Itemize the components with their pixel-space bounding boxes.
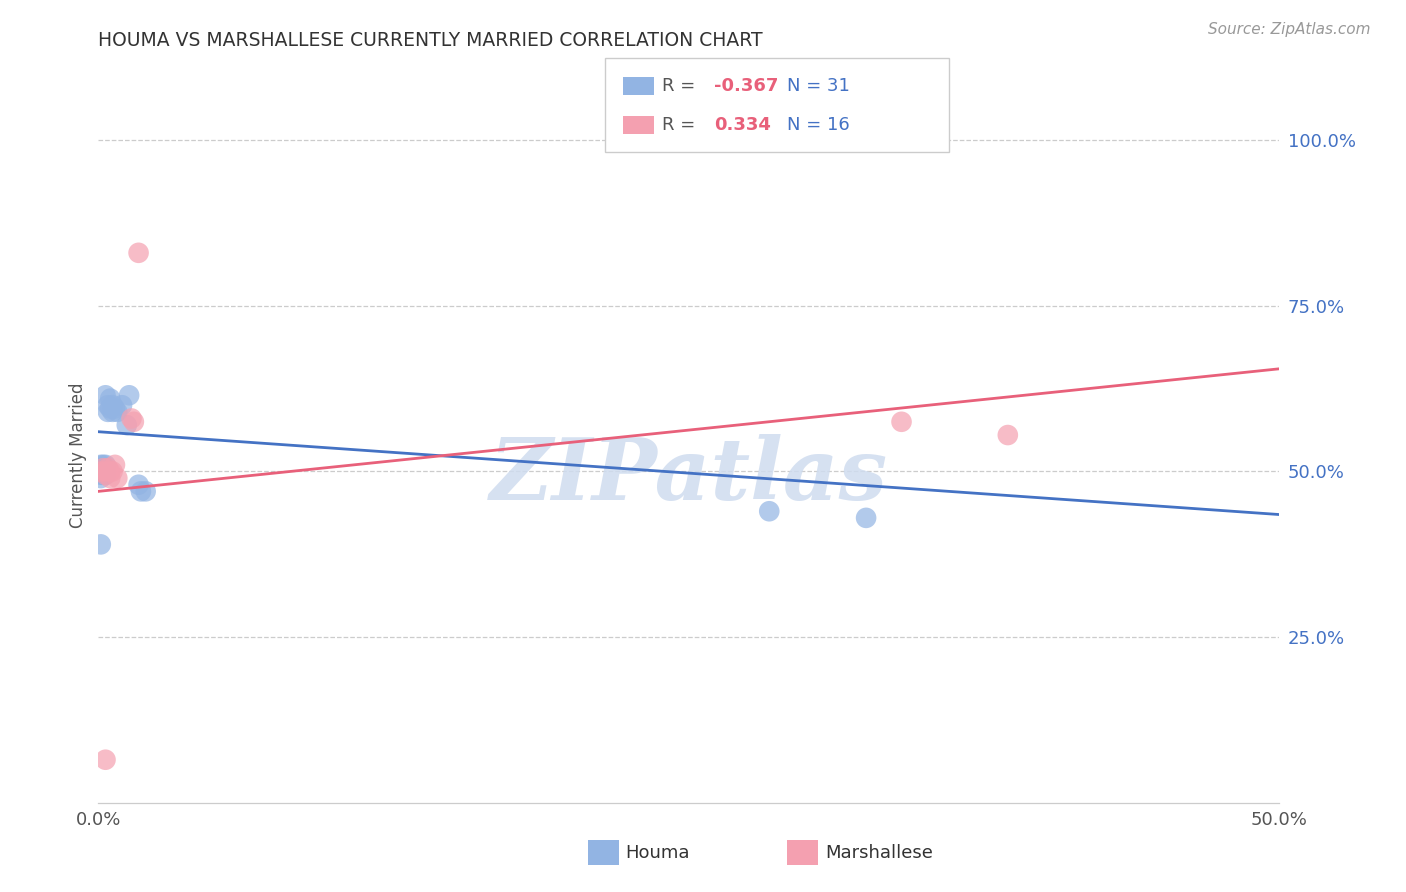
Text: R =: R = <box>662 116 707 134</box>
Point <box>91 461 114 475</box>
Text: Houma: Houma <box>626 844 690 862</box>
Point <box>90 461 112 475</box>
Point <box>128 477 150 491</box>
Point <box>94 467 117 482</box>
Point <box>104 458 127 472</box>
Point <box>890 415 912 429</box>
Point <box>90 467 112 482</box>
Point <box>121 411 143 425</box>
Point <box>91 465 114 479</box>
Point <box>94 388 117 402</box>
Point <box>94 465 117 479</box>
Text: ZIPatlas: ZIPatlas <box>489 434 889 517</box>
Point <box>90 537 112 551</box>
Point <box>105 471 128 485</box>
Point <box>997 428 1019 442</box>
Point <box>98 465 121 479</box>
Point <box>758 504 780 518</box>
Point <box>101 405 124 419</box>
Point <box>90 465 112 479</box>
Text: N = 16: N = 16 <box>787 116 851 134</box>
Text: R =: R = <box>662 78 702 95</box>
Text: Marshallese: Marshallese <box>825 844 934 862</box>
Point <box>104 401 127 416</box>
Text: -0.367: -0.367 <box>714 78 779 95</box>
Point <box>115 418 138 433</box>
Point <box>94 467 117 482</box>
Point <box>105 405 128 419</box>
Text: HOUMA VS MARSHALLESE CURRENTLY MARRIED CORRELATION CHART: HOUMA VS MARSHALLESE CURRENTLY MARRIED C… <box>98 31 763 50</box>
Y-axis label: Currently Married: Currently Married <box>69 382 87 528</box>
Point <box>855 511 877 525</box>
Point <box>118 388 141 402</box>
Point <box>97 398 120 412</box>
Point <box>94 465 117 479</box>
Point <box>90 458 112 472</box>
Point <box>91 461 114 475</box>
Point <box>97 405 120 419</box>
Text: Source: ZipAtlas.com: Source: ZipAtlas.com <box>1208 22 1371 37</box>
Point <box>91 458 114 472</box>
Point <box>91 467 114 482</box>
Point <box>129 484 152 499</box>
Point <box>98 401 121 416</box>
Text: 0.334: 0.334 <box>714 116 770 134</box>
Point <box>111 398 134 412</box>
Point <box>135 484 157 499</box>
Point <box>94 753 117 767</box>
Point <box>94 458 117 472</box>
Point <box>98 392 121 406</box>
Point <box>98 471 121 485</box>
Point <box>128 245 150 260</box>
Point <box>101 465 124 479</box>
Point <box>90 465 112 479</box>
Text: N = 31: N = 31 <box>787 78 851 95</box>
Point <box>122 415 145 429</box>
Point <box>97 461 120 475</box>
Point <box>101 398 124 412</box>
Point <box>90 471 112 485</box>
Point <box>94 461 117 475</box>
